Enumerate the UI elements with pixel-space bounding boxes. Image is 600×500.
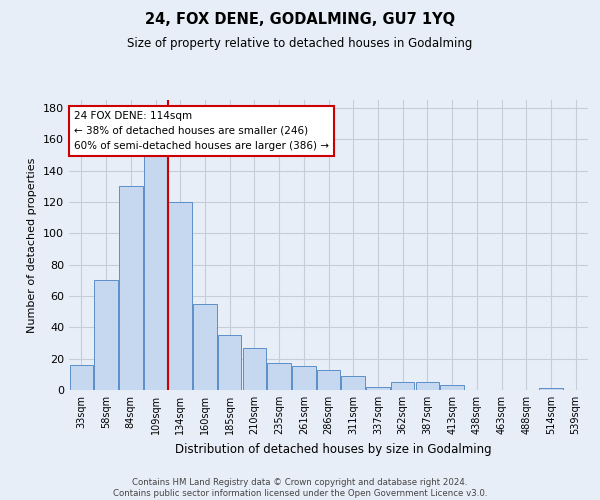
Bar: [416, 382, 439, 390]
Bar: [268, 364, 291, 390]
Bar: [70, 365, 93, 390]
Bar: [193, 304, 217, 390]
Bar: [539, 388, 563, 390]
Y-axis label: Number of detached properties: Number of detached properties: [28, 158, 37, 332]
Bar: [218, 335, 241, 390]
Bar: [144, 155, 167, 390]
Bar: [341, 376, 365, 390]
Bar: [94, 280, 118, 390]
Bar: [317, 370, 340, 390]
Bar: [292, 366, 316, 390]
Text: Distribution of detached houses by size in Godalming: Distribution of detached houses by size …: [175, 442, 491, 456]
Text: 24 FOX DENE: 114sqm
← 38% of detached houses are smaller (246)
60% of semi-detac: 24 FOX DENE: 114sqm ← 38% of detached ho…: [74, 111, 329, 150]
Bar: [169, 202, 192, 390]
Bar: [391, 382, 415, 390]
Bar: [242, 348, 266, 390]
Text: Contains HM Land Registry data © Crown copyright and database right 2024.
Contai: Contains HM Land Registry data © Crown c…: [113, 478, 487, 498]
Bar: [440, 386, 464, 390]
Text: 24, FOX DENE, GODALMING, GU7 1YQ: 24, FOX DENE, GODALMING, GU7 1YQ: [145, 12, 455, 28]
Bar: [119, 186, 143, 390]
Text: Size of property relative to detached houses in Godalming: Size of property relative to detached ho…: [127, 38, 473, 51]
Bar: [366, 387, 389, 390]
